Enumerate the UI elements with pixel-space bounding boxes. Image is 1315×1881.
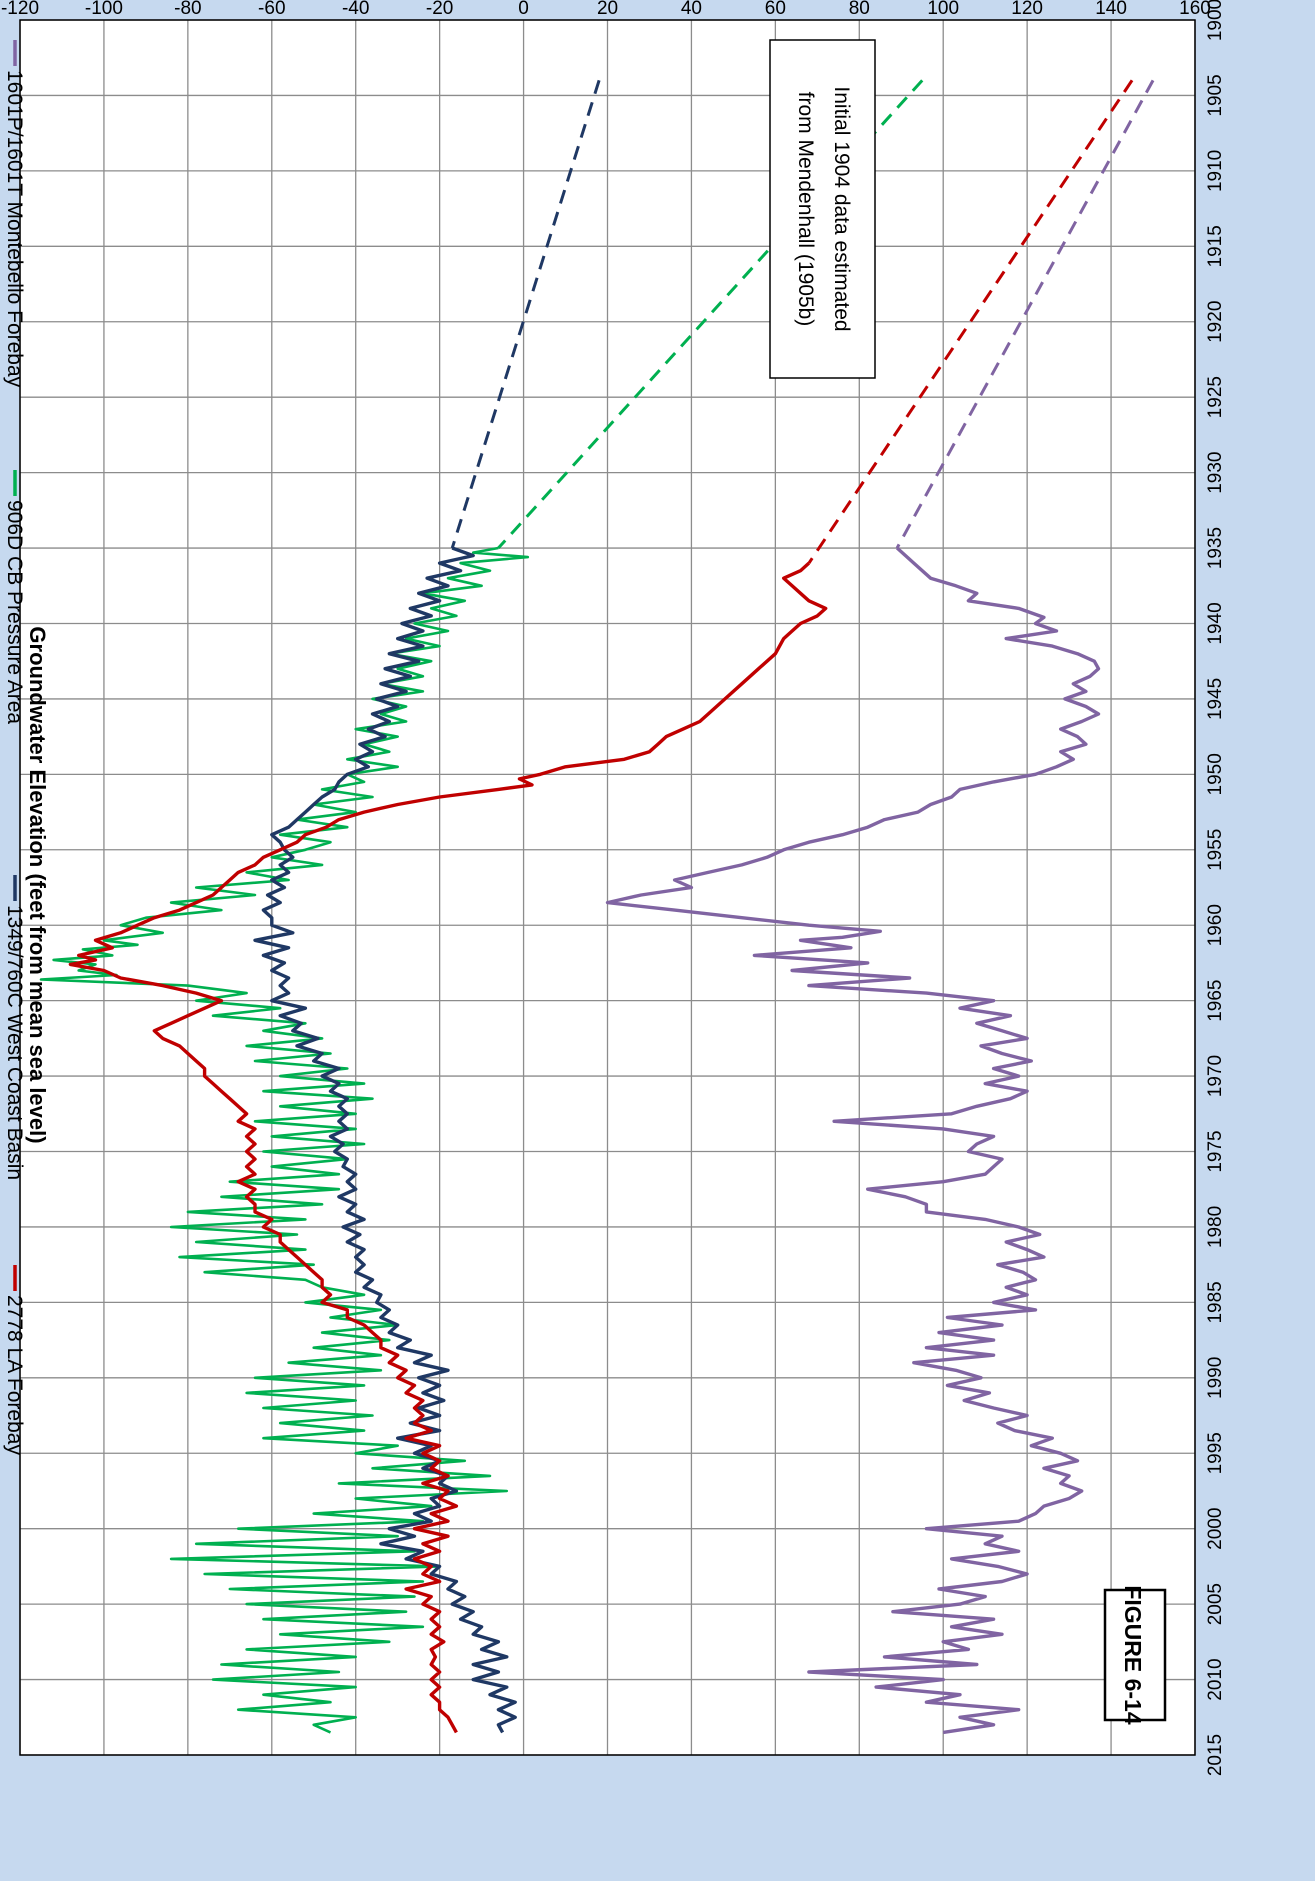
x-tick-label: 2015 <box>1205 1734 1226 1776</box>
annotation-line-1: Initial 1904 data estimated <box>830 86 853 331</box>
x-tick-label: 1930 <box>1205 451 1226 493</box>
x-tick-label: 1945 <box>1205 678 1226 720</box>
legend-label: 1601P/1601T Montebello Forebay <box>3 70 26 388</box>
series-line-2 <box>253 546 517 1734</box>
x-tick-label: 1900 <box>1205 0 1226 41</box>
annotation-line-2: from Mendenhall (1905b) <box>794 92 817 327</box>
annotation-box: Initial 1904 data estimated from Mendenh… <box>769 39 876 379</box>
y-tick-label: 60 <box>765 0 786 19</box>
estimated-line-3 <box>807 79 1134 564</box>
y-tick-label: -20 <box>426 0 453 19</box>
x-tick-label: 1960 <box>1205 904 1226 946</box>
series-line-3 <box>68 561 828 1734</box>
x-tick-label: 1970 <box>1205 1055 1226 1097</box>
x-tick-label: 1940 <box>1205 602 1226 644</box>
y-tick-label: 100 <box>927 0 959 19</box>
y-tick-label: 0 <box>518 0 529 19</box>
y-tick-label: 140 <box>1095 0 1127 19</box>
legend: 1601P/1601T Montebello Forebay 906D CB Pr… <box>3 40 26 1455</box>
y-tick-label: -40 <box>342 0 369 19</box>
x-tick-label: 1990 <box>1205 1357 1226 1399</box>
x-tick-label: 1915 <box>1205 225 1226 267</box>
estimated-line-2 <box>450 79 601 549</box>
x-tick-label: 2005 <box>1205 1583 1226 1625</box>
y-tick-label: 80 <box>849 0 870 19</box>
figure-label-box: FIGURE 6-14 <box>1103 1585 1167 1725</box>
x-tick-label: 1985 <box>1205 1281 1226 1323</box>
x-tick-label: 1995 <box>1205 1432 1226 1474</box>
y-tick-label: 120 <box>1011 0 1043 19</box>
y-tick-label: -60 <box>258 0 285 19</box>
x-tick-label: 1955 <box>1205 829 1226 871</box>
x-tick-label: 1935 <box>1205 527 1226 569</box>
rotated-chart-frame: 1900 1905 1910 1915 1920 1925 1930 1935 1940 1945… <box>1 0 1226 1776</box>
figure-label: FIGURE 6-14 <box>1120 1585 1146 1725</box>
y-axis-title: Groundwater Elevation (feet from mean se… <box>25 626 50 1143</box>
plot-border <box>19 19 1196 1756</box>
x-tick-label: 1920 <box>1205 301 1226 343</box>
legend-label: 2778 LA Forebay <box>3 1295 26 1455</box>
x-tick-label: 1980 <box>1205 1206 1226 1248</box>
x-tick-label: 1950 <box>1205 753 1226 795</box>
x-tick-label: 2010 <box>1205 1658 1226 1700</box>
x-tick-label: 1975 <box>1205 1130 1226 1172</box>
x-tick-label: 1905 <box>1205 74 1226 116</box>
x-tick-labels: 1900 1905 1910 1915 1920 1925 1930 1935 1940 1945… <box>1205 0 1226 1776</box>
estimated-line-0 <box>895 79 1155 549</box>
y-tick-label: 40 <box>681 0 702 19</box>
y-tick-labels: 160 140 120 100 80 60 40 20 0 -20 -40 -60 -80 -100 -12… <box>1 0 1211 19</box>
y-tick-label: -100 <box>85 0 123 19</box>
y-tick-label: 20 <box>597 0 618 19</box>
series-line-0 <box>605 546 1101 1735</box>
x-tick-label: 1965 <box>1205 980 1226 1022</box>
data-lines <box>39 546 1101 1735</box>
y-tick-label: -120 <box>1 0 39 19</box>
legend-label: 1349/760C West Coast Basin <box>3 905 26 1180</box>
x-tick-label: 1925 <box>1205 376 1226 418</box>
x-tick-label: 2000 <box>1205 1508 1226 1550</box>
y-tick-label: 160 <box>1179 0 1211 19</box>
legend-label: 906D CB Pressure Area <box>3 500 26 724</box>
y-tick-label: -80 <box>174 0 201 19</box>
x-tick-label: 1910 <box>1205 150 1226 192</box>
